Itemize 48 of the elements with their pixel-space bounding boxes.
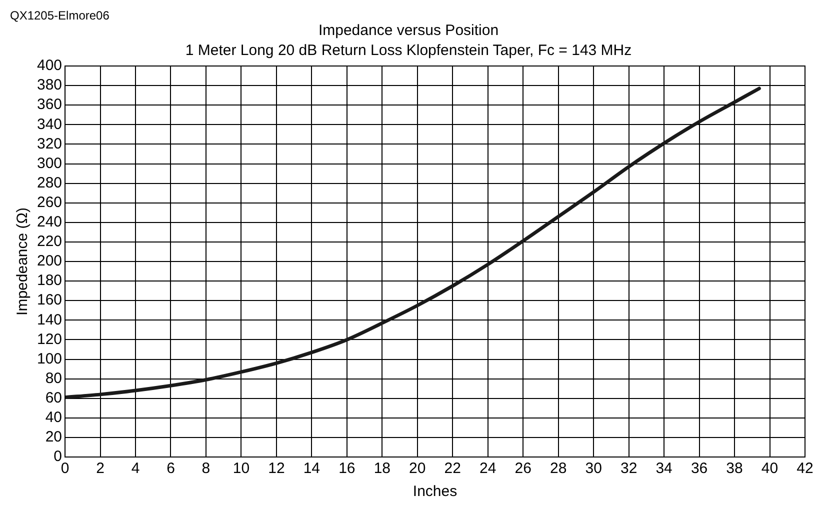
y-tick-label: 400 [36,57,62,74]
x-tick-label: 22 [444,460,461,478]
y-tick-label: 240 [36,214,62,231]
y-tick-label: 320 [36,135,62,152]
x-tick-label: 10 [232,460,250,478]
y-tick-label: 80 [45,370,62,387]
x-tick-label: 18 [374,460,390,478]
x-tick-label: 34 [656,460,672,478]
x-axis-title: Inches [412,483,458,500]
x-tick-label: 20 [409,460,426,478]
y-tick-label: 20 [45,428,62,446]
y-tick-label: 260 [36,194,62,211]
y-tick-label: 280 [36,174,62,192]
x-tick-label: 26 [514,460,532,478]
y-tick-label: 160 [36,292,62,309]
x-tick-label: 40 [761,460,778,478]
x-tick-label: 42 [796,460,814,478]
y-tick-label: 380 [36,76,62,94]
y-tick-label: 100 [36,350,62,368]
x-tick-label: 16 [338,460,356,478]
y-tick-label: 340 [36,116,62,133]
y-tick-label: 40 [45,409,62,426]
x-tick-label: 2 [96,460,104,478]
x-tick-label: 30 [585,460,602,478]
chart-title: Impedance versus Position [318,22,499,40]
x-tick-label: 38 [726,460,743,478]
x-tick-label: 4 [131,460,140,478]
y-tick-label: 360 [36,96,62,114]
y-tick-label: 120 [36,330,62,348]
chart-subtitle: 1 Meter Long 20 dB Return Loss Klopfenstein Taper, Fc = 143 MHz [185,42,632,60]
y-tick-label: 140 [36,311,62,328]
y-axis-title: Impedeance (Ω) [14,208,32,316]
x-tick-label: 36 [690,460,708,478]
y-tick-label: 220 [36,233,62,250]
y-tick-label: 60 [45,389,62,406]
y-tick-label: 200 [36,252,62,270]
y-tick-label: 300 [36,154,62,172]
y-tick-label: 0 [54,448,62,466]
x-tick-label: 28 [550,460,567,478]
line-series [65,86,761,400]
y-tick-label: 180 [36,272,62,290]
x-tick-label: 32 [620,460,638,478]
x-tick-label: 24 [480,460,496,478]
x-tick-label: 14 [303,460,320,478]
x-tick-label: 12 [268,460,285,478]
x-tick-label: 8 [202,460,210,478]
x-tick-label: 6 [166,460,175,478]
text: QX1205-Elmore06 [10,8,110,22]
